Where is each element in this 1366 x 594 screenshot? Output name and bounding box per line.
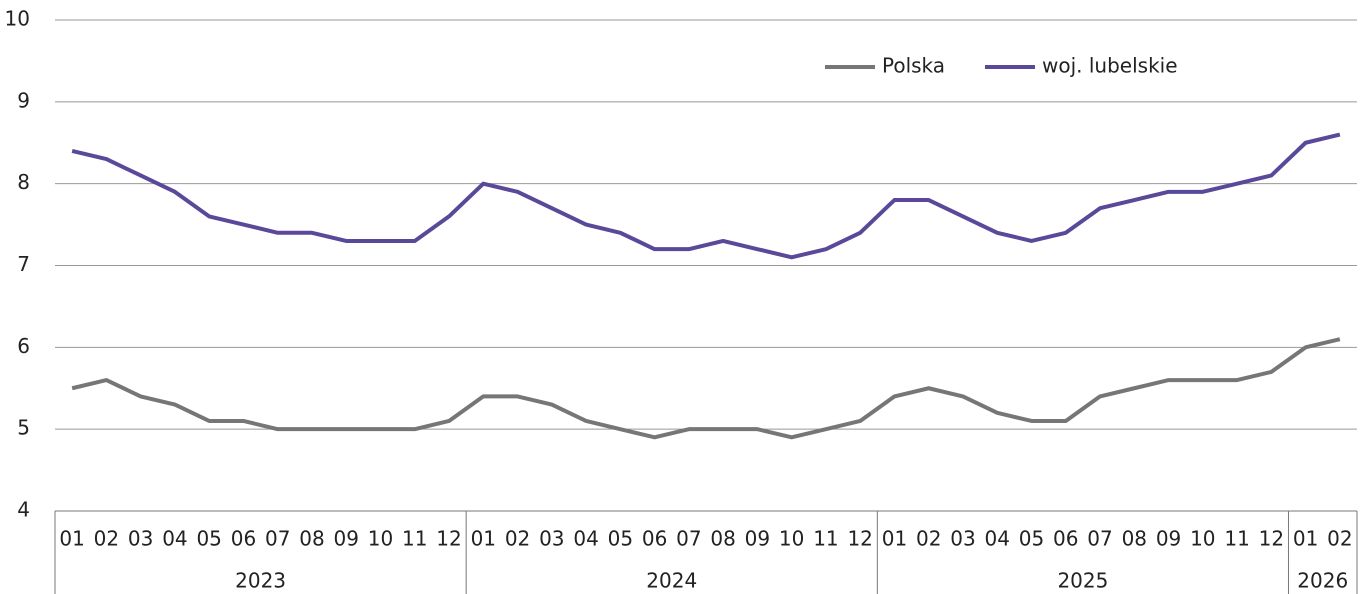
- x-tick-label: 04: [573, 527, 598, 551]
- x-tick-label: 04: [985, 527, 1010, 551]
- group-label: 2026: [1297, 569, 1348, 593]
- y-tick-label: 9: [17, 88, 30, 112]
- x-tick-label: 01: [471, 527, 496, 551]
- x-tick-label: 09: [745, 527, 770, 551]
- x-tick-label: 07: [1087, 527, 1112, 551]
- y-tick-label: 6: [17, 334, 30, 358]
- group-label: 2023: [235, 569, 286, 593]
- x-tick-label: 06: [642, 527, 667, 551]
- x-tick-label: 12: [847, 527, 872, 551]
- group-label: 2025: [1057, 569, 1108, 593]
- x-tick-label: 02: [94, 527, 119, 551]
- x-tick-label: 04: [162, 527, 187, 551]
- x-tick-label: 10: [368, 527, 393, 551]
- x-tick-label: 03: [128, 527, 153, 551]
- x-tick-label: 07: [676, 527, 701, 551]
- x-tick-label: 06: [1053, 527, 1078, 551]
- x-tick-label: 06: [231, 527, 256, 551]
- x-tick-label: 12: [1259, 527, 1284, 551]
- x-tick-label: 11: [402, 527, 427, 551]
- line-series: [71, 337, 1341, 440]
- x-tick-label: 02: [916, 527, 941, 551]
- x-tick-label: 02: [505, 527, 530, 551]
- x-tick-label: 03: [539, 527, 564, 551]
- y-tick-label: 10: [5, 7, 30, 31]
- line-series: [71, 132, 1341, 260]
- x-tick-label: 09: [1156, 527, 1181, 551]
- x-tick-label: 10: [779, 527, 804, 551]
- x-tick-label: 11: [1224, 527, 1249, 551]
- x-tick-label: 05: [1019, 527, 1044, 551]
- x-tick-label: 10: [1190, 527, 1215, 551]
- y-tick-label: 4: [17, 498, 30, 522]
- x-tick-label: 01: [882, 527, 907, 551]
- x-tick-label: 12: [436, 527, 461, 551]
- y-tick-label: 7: [17, 252, 30, 276]
- x-tick-label: 05: [608, 527, 633, 551]
- x-tick-label: 03: [950, 527, 975, 551]
- x-tick-label: 11: [813, 527, 838, 551]
- x-tick-label: 01: [59, 527, 84, 551]
- x-tick-label: 07: [265, 527, 290, 551]
- x-tick-label: 09: [334, 527, 359, 551]
- legend-label: Polska: [882, 54, 945, 78]
- x-tick-label: 08: [299, 527, 324, 551]
- x-tick-label: 05: [196, 527, 221, 551]
- x-tick-label: 08: [1122, 527, 1147, 551]
- group-label: 2024: [646, 569, 697, 593]
- y-tick-label: 5: [17, 416, 30, 440]
- x-tick-label: 01: [1293, 527, 1318, 551]
- legend-label: woj. lubelskie: [1042, 54, 1178, 78]
- x-tick-label: 02: [1327, 527, 1352, 551]
- y-tick-label: 8: [17, 170, 30, 194]
- x-tick-label: 08: [710, 527, 735, 551]
